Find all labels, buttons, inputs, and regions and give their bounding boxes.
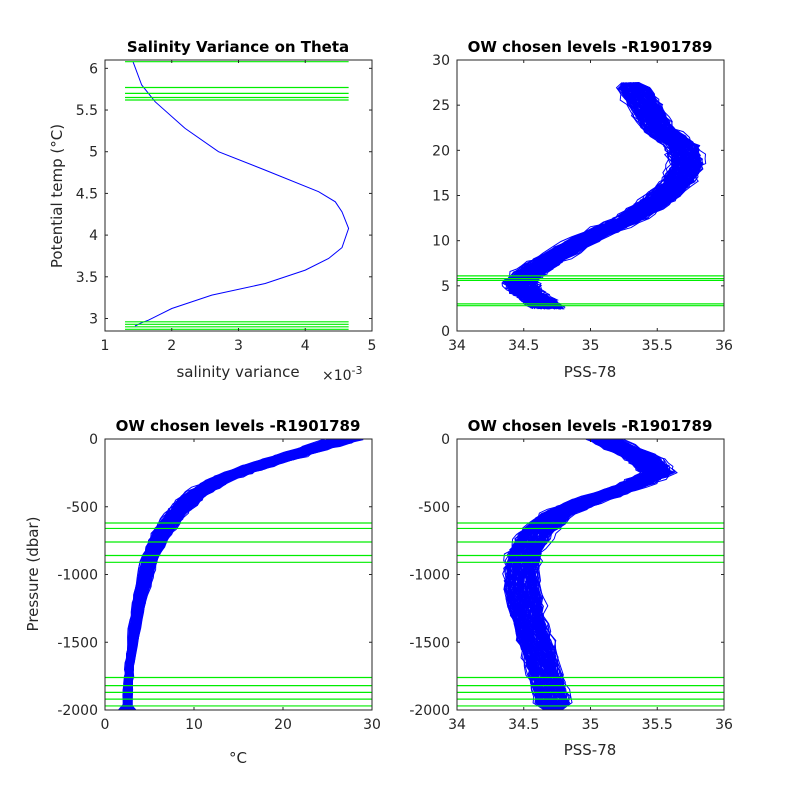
panel-theta-salinity: OW chosen levels -R1901789 PSS-78 34 34.5… — [432, 38, 733, 381]
x-axis-exponent-base: ×10 — [322, 368, 352, 384]
y-tick-label: 3.5 — [76, 270, 98, 286]
y-tick-label: -1500 — [57, 635, 98, 651]
x-tick-label: 2 — [167, 338, 176, 354]
y-axis-label: Potential temp (°C) — [48, 124, 66, 268]
y-tick-label: 4 — [89, 228, 98, 244]
plot-area — [125, 61, 350, 330]
y-tick-label: -1000 — [57, 568, 98, 584]
y-tick-label: 20 — [432, 143, 450, 159]
profile-line — [528, 439, 672, 710]
panel-pressure-salinity: OW chosen levels -R1901789 PSS-78 34 34.5… — [409, 417, 733, 759]
profile-line — [525, 439, 669, 710]
profile-line — [522, 439, 667, 710]
profile-line — [503, 439, 645, 710]
x-tick-label: 4 — [301, 338, 310, 354]
y-tick-label: 0 — [441, 324, 450, 340]
y-tick-label: -2000 — [57, 703, 98, 719]
y-tick-label: 10 — [432, 234, 450, 250]
panel-pressure-temperature: OW chosen levels -R1901789 °C Pressure (… — [24, 417, 381, 767]
x-tick-label: 35.5 — [642, 338, 673, 354]
profile-line — [522, 439, 661, 710]
x-tick-label: 5 — [368, 338, 377, 354]
x-axis-exponent: ×10-3 — [322, 364, 363, 384]
x-tick-label: 34 — [448, 717, 466, 733]
x-tick-label: 34.5 — [508, 717, 539, 733]
y-tick-label: 5 — [441, 279, 450, 295]
y-tick-label: 30 — [432, 53, 450, 69]
chart-title: OW chosen levels -R1901789 — [468, 417, 713, 435]
plot-area — [105, 439, 372, 710]
profile-line — [506, 439, 651, 710]
profile-line — [123, 439, 345, 710]
y-tick-label: 0 — [89, 432, 98, 448]
y-tick-label: -500 — [418, 500, 450, 516]
plot-area — [457, 439, 724, 710]
x-tick-label: 35 — [582, 717, 600, 733]
x-tick-label: 35.5 — [642, 717, 673, 733]
y-tick-label: 25 — [432, 98, 450, 114]
x-axis-label: salinity variance — [176, 363, 299, 381]
x-tick-label: 1 — [101, 338, 110, 354]
x-tick-label: 36 — [715, 717, 733, 733]
chart-title: OW chosen levels -R1901789 — [468, 38, 713, 56]
panel-salinity-variance: Salinity Variance on Theta salinity vari… — [48, 38, 376, 384]
x-axis-exponent-power: -3 — [352, 364, 363, 377]
plot-area — [457, 82, 724, 310]
y-tick-label: 5.5 — [76, 103, 98, 119]
profile-line — [512, 439, 654, 710]
y-tick-label: 0 — [441, 432, 450, 448]
x-tick-label: 3 — [234, 338, 243, 354]
profile-line — [506, 82, 680, 309]
y-axis-label: Pressure (dbar) — [24, 517, 42, 632]
x-tick-label: 30 — [363, 717, 381, 733]
x-axis-label: °C — [229, 749, 247, 767]
y-tick-label: 5 — [89, 145, 98, 161]
x-axis-label: PSS-78 — [564, 741, 617, 759]
y-tick-label: 15 — [432, 189, 450, 205]
x-tick-label: 10 — [185, 717, 203, 733]
y-tick-label: -500 — [66, 500, 98, 516]
profile-line — [507, 82, 679, 309]
series-line — [132, 61, 350, 327]
chart-title: OW chosen levels -R1901789 — [116, 417, 361, 435]
y-tick-label: -2000 — [409, 703, 450, 719]
x-tick-label: 36 — [715, 338, 733, 354]
y-tick-label: 4.5 — [76, 186, 98, 202]
y-tick-label: 3 — [89, 311, 98, 327]
profile-line — [130, 439, 362, 710]
profile-line — [507, 82, 679, 310]
x-tick-label: 0 — [101, 717, 110, 733]
y-tick-label: 6 — [89, 61, 98, 77]
x-axis-label: PSS-78 — [564, 363, 617, 381]
x-tick-label: 20 — [274, 717, 292, 733]
chart-title: Salinity Variance on Theta — [127, 38, 349, 56]
y-tick-label: -1000 — [409, 568, 450, 584]
x-tick-label: 34.5 — [508, 338, 539, 354]
x-tick-label: 35 — [582, 338, 600, 354]
y-tick-label: -1500 — [409, 635, 450, 651]
x-tick-label: 34 — [448, 338, 466, 354]
profile-line — [527, 439, 678, 710]
profile-line — [118, 439, 332, 710]
